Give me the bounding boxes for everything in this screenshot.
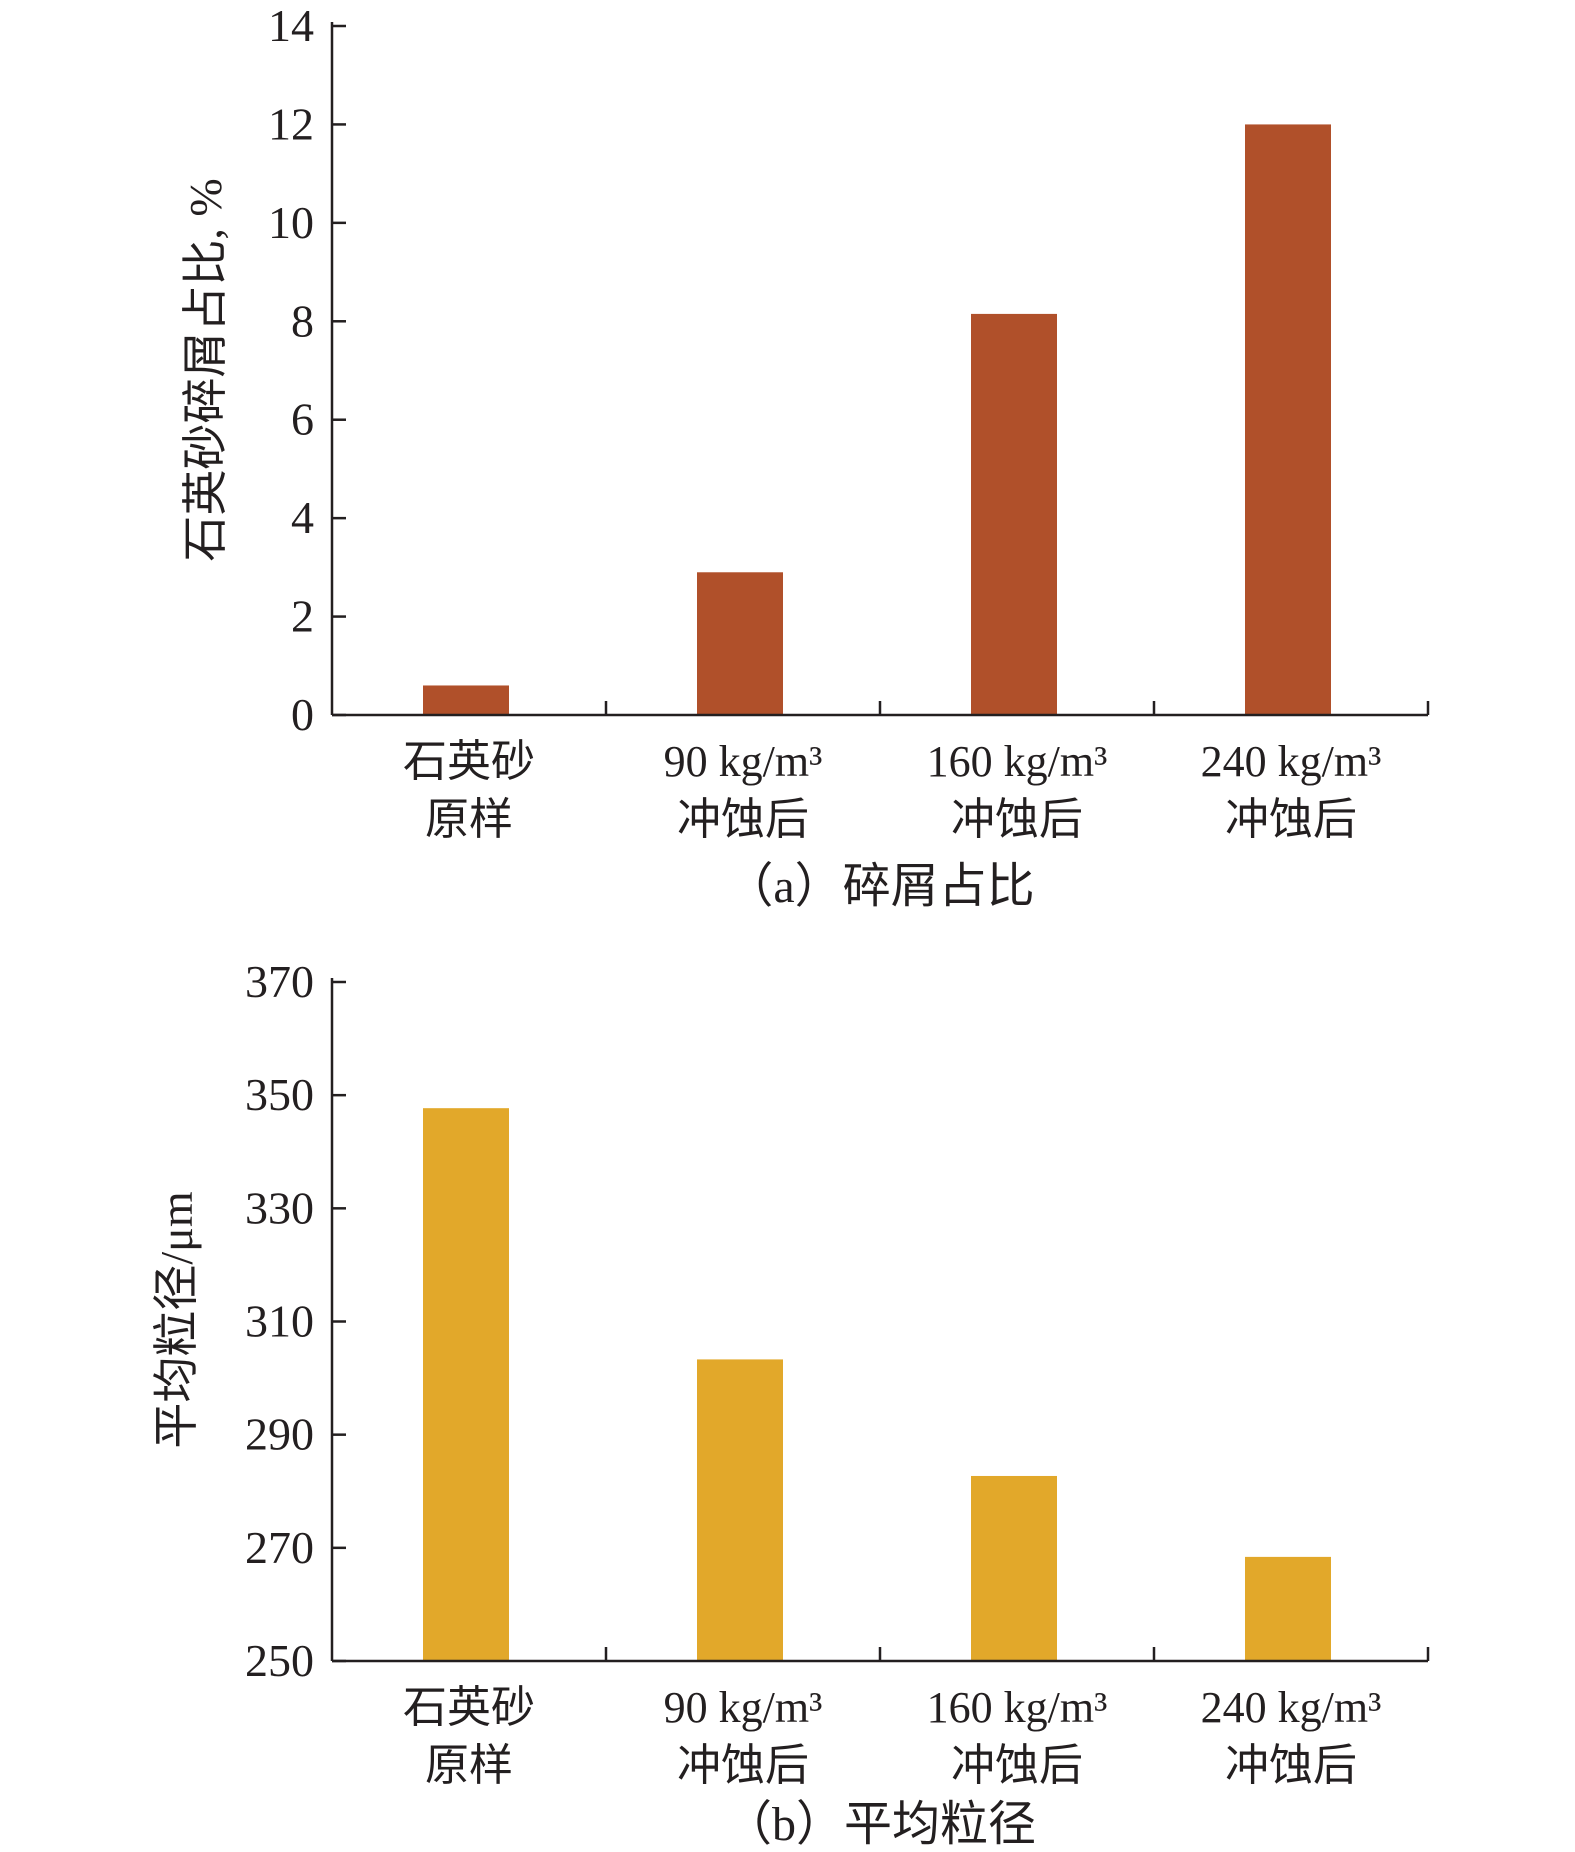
bar [1245,124,1331,715]
y-tick-label: 10 [268,197,314,248]
bar [423,1108,509,1661]
x-tick-label: 240 kg/m³ [1201,737,1382,786]
y-tick-label: 4 [291,492,314,543]
y-tick-label: 330 [245,1182,314,1233]
y-tick-label: 8 [291,295,314,346]
x-tick-label: 石英砂 [403,1683,535,1732]
x-tick-label-sub: 冲蚀后 [951,795,1083,844]
y-tick-label: 270 [245,1522,314,1573]
y-tick-label: 310 [245,1296,314,1347]
x-tick-label-sub: 原样 [425,1741,513,1790]
x-tick-label-sub: 冲蚀后 [951,1741,1083,1790]
bar [971,313,1057,715]
x-tick-label: 240 kg/m³ [1201,1683,1382,1732]
chart-caption: （a）碎屑占比 [725,860,1034,913]
bar [697,572,783,715]
y-tick-label: 350 [245,1069,314,1120]
y-tick-label: 12 [268,98,314,149]
x-tick-label: 90 kg/m³ [664,737,823,786]
x-tick-label-sub: 冲蚀后 [1225,1741,1357,1790]
bar [1245,1556,1331,1661]
x-tick-label: 90 kg/m³ [664,1683,823,1732]
x-tick-label-sub: 冲蚀后 [677,795,809,844]
y-tick-label: 6 [291,394,314,445]
x-tick-label: 石英砂 [403,737,535,786]
x-tick-label: 160 kg/m³ [927,737,1108,786]
y-axis-label: 石英砂碎屑占比, % [180,178,231,561]
x-tick-label-sub: 冲蚀后 [1225,795,1357,844]
y-tick-label: 290 [245,1409,314,1460]
chart-caption: （b）平均粒径 [724,1798,1036,1851]
bar [423,685,509,715]
x-tick-label: 160 kg/m³ [927,1683,1108,1732]
y-tick-label: 2 [291,591,314,642]
y-tick-label: 14 [268,0,314,51]
x-tick-label-sub: 冲蚀后 [677,1741,809,1790]
y-tick-label: 0 [291,689,314,740]
y-tick-label: 250 [245,1635,314,1686]
x-tick-label-sub: 原样 [425,795,513,844]
bar [971,1475,1057,1661]
y-axis-label: 平均粒径/μm [151,1191,202,1448]
y-tick-label: 370 [245,956,314,1007]
bar [697,1359,783,1661]
